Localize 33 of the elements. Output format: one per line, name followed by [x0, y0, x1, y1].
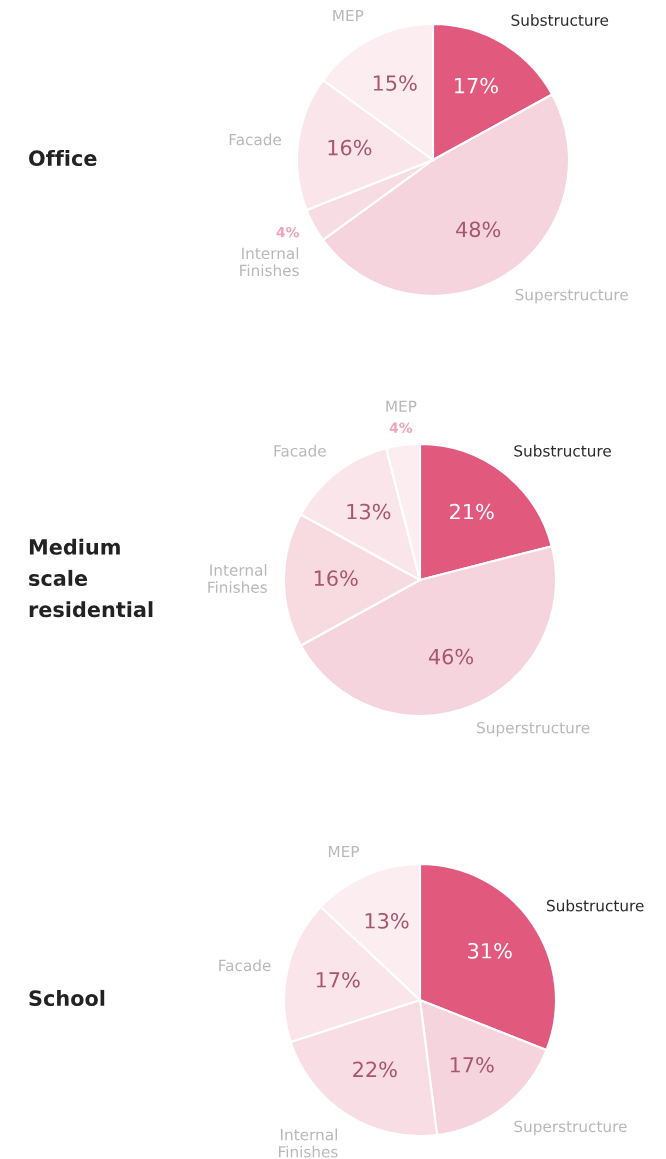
- data-label: 22%: [353, 1061, 397, 1078]
- data-label: 17%: [455, 77, 498, 94]
- slice-label: Substructure: [511, 14, 609, 26]
- data-label: 16%: [314, 570, 358, 587]
- slice-label: Internal Finishes: [279, 1128, 338, 1158]
- data-label: 46%: [428, 648, 474, 665]
- data-label: 21%: [450, 503, 494, 520]
- data-label: 48%: [456, 221, 501, 238]
- data-label: 13%: [365, 912, 409, 929]
- text: Office: [29, 149, 97, 167]
- text: School: [29, 989, 105, 1007]
- slice-label: MEP: [386, 400, 417, 412]
- data-label: 17%: [316, 971, 360, 988]
- slice-label: Internal Finishes: [240, 247, 299, 277]
- slice-label: Substructure: [514, 444, 611, 457]
- data-label: 31%: [468, 942, 512, 959]
- slice-label: Facade: [274, 444, 326, 457]
- data-label: 13%: [347, 503, 391, 520]
- data-label: 15%: [373, 75, 417, 91]
- text: Medium scale residential: [29, 538, 153, 618]
- slice-label: Substructure: [546, 899, 644, 912]
- data-label: 17%: [450, 1056, 494, 1073]
- slice-label: MEP: [328, 845, 359, 858]
- data-label: 4%: [389, 422, 413, 433]
- slice-label: Facade: [219, 959, 271, 972]
- slice-label: Superstructure: [477, 721, 590, 737]
- slice-label: Superstructure: [515, 288, 628, 304]
- data-label: 4%: [276, 226, 300, 238]
- slice-label: MEP: [333, 9, 364, 22]
- slice-label: Facade: [229, 133, 282, 146]
- data-label: 16%: [328, 139, 372, 156]
- slice-label: Superstructure: [514, 1120, 627, 1136]
- slice-label: Internal Finishes: [208, 564, 267, 593]
